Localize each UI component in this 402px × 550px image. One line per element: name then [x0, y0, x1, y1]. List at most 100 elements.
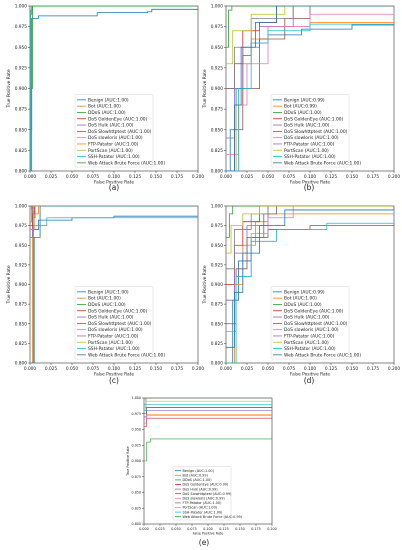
legend-label: Web Attack Brute Force (AUC:1.00)	[284, 352, 361, 358]
legend-label: Web Attack Brute Force (AUC:0.99)	[183, 515, 243, 519]
roc-series-line	[226, 206, 394, 254]
x-tick-label: 0.150	[150, 366, 163, 372]
legend-label: DDoS (AUC:1.00)	[88, 110, 126, 116]
legend-label: Bot (AUC:0.99)	[183, 473, 209, 477]
y-tick-label: 0.925	[15, 262, 28, 268]
y-tick-label: 0.950	[15, 243, 28, 249]
roc-series-line	[30, 206, 198, 223]
series-group	[226, 206, 394, 363]
legend-label: DoS GoldenEye (AUC:1.00)	[88, 308, 148, 314]
series-group	[30, 206, 198, 363]
x-axis-label: False Positive Rate	[290, 371, 330, 377]
roc-series-line	[30, 206, 198, 230]
y-tick-label: 0.825	[15, 341, 28, 347]
legend: Benign (AUC:0.99)Bot (AUC:1.00)DDoS (AUC…	[270, 286, 361, 360]
legend: Benign (AUC:1.00)Bot (AUC:1.00)DDoS (AUC…	[74, 286, 165, 360]
legend: Benign (AUC:1.00)Bot (AUC:1.00)DDoS (AUC…	[74, 94, 165, 168]
x-tick-label: 0.175	[367, 366, 380, 372]
legend-label: Benign (AUC:1.00)	[183, 469, 215, 473]
y-tick-label: 0.900	[132, 459, 141, 463]
x-tick-label: 0.100	[203, 527, 212, 531]
x-tick-label: 0.125	[129, 366, 142, 372]
roc-series-line	[226, 206, 394, 270]
x-tick-label: 0.050	[262, 174, 275, 180]
legend-box	[270, 286, 350, 360]
roc-series-line	[30, 6, 198, 171]
legend-label: Web Attack Brute Force (AUC:1.00)	[88, 160, 165, 166]
legend-label: Benign (AUC:1.00)	[88, 97, 129, 103]
legend-label: SSH-Patator (AUC:1.00)	[88, 154, 140, 160]
roc-series-line	[144, 435, 272, 462]
y-tick-label: 0.975	[15, 24, 28, 30]
y-axis-label: True Positive Rate	[202, 69, 208, 109]
x-tick-label: 0.050	[171, 527, 180, 531]
roc-series-line	[30, 206, 198, 363]
legend-label: DoS slowloris (AUC:1.00)	[284, 327, 339, 333]
y-tick-label: 1.000	[132, 396, 141, 400]
legend-label: DoS slowloris (AUC:0.99)	[183, 496, 226, 500]
x-tick-label: 0.200	[388, 174, 401, 180]
legend-label: PortScan (AUC:1.00)	[88, 148, 133, 154]
x-tick-label: 0.050	[262, 366, 275, 372]
legend-label: DoS GoldenEye (AUC:1.00)	[88, 116, 148, 122]
y-tick-label: 0.825	[132, 506, 141, 510]
x-tick-label: 0.100	[304, 366, 317, 372]
x-tick-label: 0.175	[251, 527, 260, 531]
y-tick-label: 0.825	[211, 341, 224, 347]
legend-label: DoS slowloris (AUC:1.00)	[88, 327, 143, 333]
roc-series-line	[226, 6, 394, 65]
x-tick-label: 0.000	[220, 174, 233, 180]
legend-label: DoS Hulk (AUC:0.99)	[183, 487, 219, 491]
legend-label: DoS slowloris (AUC:1.00)	[284, 135, 339, 141]
y-tick-label: 0.900	[15, 86, 28, 92]
legend-label: DoS Hulk (AUC:1.00)	[88, 315, 134, 321]
y-tick-label: 0.900	[211, 86, 224, 92]
y-tick-label: 0.800	[15, 169, 28, 175]
legend-label: SSH-Patator (AUC:1.00)	[284, 346, 336, 352]
roc-series-line	[30, 206, 198, 363]
y-tick-label: 1.000	[15, 204, 28, 210]
x-tick-label: 0.125	[129, 174, 142, 180]
panel-caption: (b)	[304, 183, 315, 192]
legend-label: Benign (AUC:1.00)	[88, 289, 129, 295]
y-tick-label: 0.825	[211, 148, 224, 154]
x-tick-label: 0.000	[220, 366, 233, 372]
x-axis-label: False Positive Rate	[290, 179, 330, 185]
x-tick-label: 0.200	[192, 366, 205, 372]
y-tick-label: 0.850	[211, 321, 224, 327]
y-tick-label: 0.975	[211, 24, 224, 30]
legend-label: Bot (AUC:1.00)	[88, 296, 121, 302]
legend-label: PortScan (AUC:1.00)	[284, 340, 329, 346]
x-tick-label: 0.125	[325, 174, 338, 180]
y-tick-label: 0.950	[132, 428, 141, 432]
legend-label: DDoS (AUC:1.00)	[284, 302, 322, 308]
y-tick-label: 0.875	[211, 302, 224, 308]
legend-label: DDoS (AUC:1.00)	[183, 478, 213, 482]
x-tick-label: 0.025	[45, 366, 58, 372]
y-tick-label: 0.800	[15, 361, 28, 367]
y-tick-label: 0.875	[132, 475, 141, 479]
roc-series-line	[226, 6, 394, 48]
panel-caption: (c)	[109, 376, 119, 385]
y-tick-label: 0.975	[132, 412, 141, 416]
x-tick-label: 0.075	[87, 366, 100, 372]
x-tick-label: 0.100	[108, 174, 121, 180]
legend-label: DoS Slowhttptest (AUC:1.00)	[88, 129, 152, 135]
legend-label: FTP-Patator (AUC:1.00)	[284, 141, 335, 147]
x-tick-label: 0.025	[241, 366, 254, 372]
y-tick-label: 0.900	[211, 282, 224, 288]
y-tick-label: 0.925	[15, 65, 28, 71]
x-tick-label: 0.000	[24, 366, 37, 372]
legend-label: Benign (AUC:0.99)	[284, 97, 325, 103]
legend-label: FTP-Patator (AUC:1.00)	[284, 333, 335, 339]
series-group	[226, 6, 394, 171]
chart-panel: 0.800 0.825 0.850 0.875 0.900 0.925 0.950 0.975…	[6, 4, 204, 192]
x-tick-label: 0.175	[171, 174, 184, 180]
x-tick-label: 0.200	[192, 174, 205, 180]
y-axis-label: True Positive Rate	[6, 69, 12, 109]
panel-caption: (a)	[109, 183, 120, 192]
x-tick-label: 0.025	[155, 527, 164, 531]
legend: Benign (AUC:0.99)Bot (AUC:0.99)DDoS (AUC…	[270, 94, 361, 168]
y-tick-label: 0.850	[132, 491, 141, 495]
roc-series-line	[226, 221, 394, 363]
